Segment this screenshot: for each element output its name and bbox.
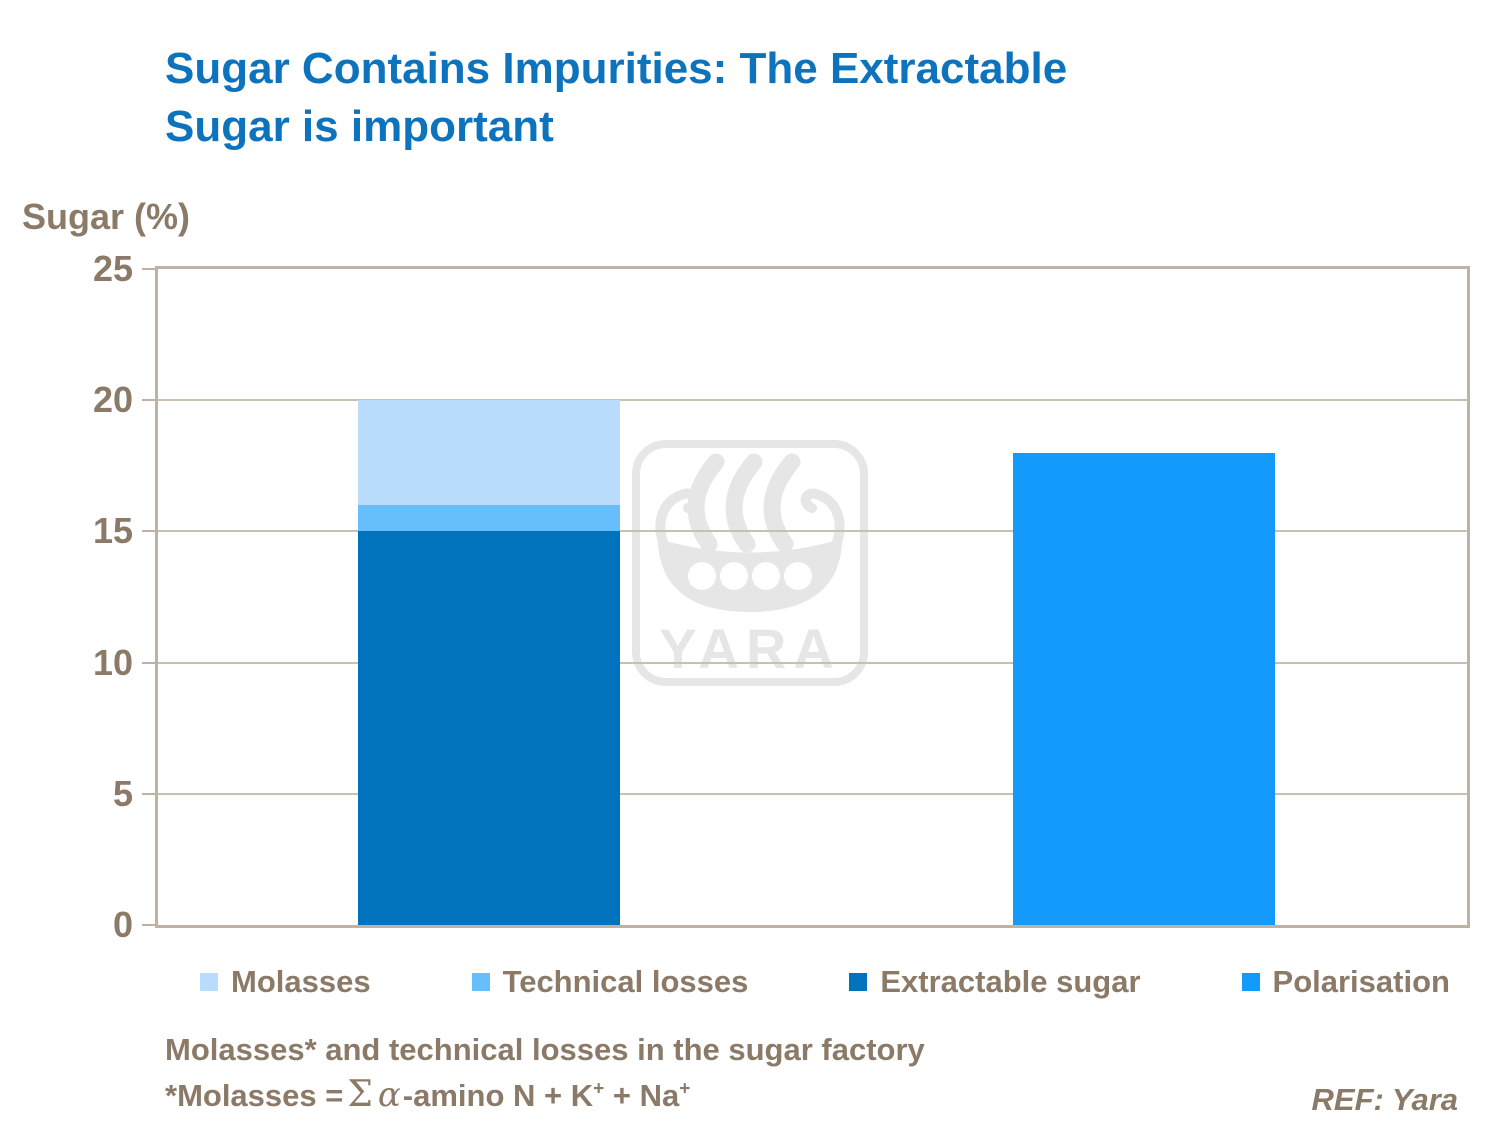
legend-swatch-polarisation-icon — [1241, 973, 1260, 991]
y-tick-20 — [142, 399, 155, 402]
legend-label-molasses: Molasses — [231, 964, 371, 999]
legend-label-polarisation: Polarisation — [1272, 964, 1450, 999]
gridline-5 — [158, 792, 1467, 795]
bar-segment-molasses — [358, 400, 621, 506]
viking-ship-icon: YARA — [632, 440, 868, 686]
y-tick-15 — [142, 530, 155, 533]
y-tick-label-0: 0 — [112, 904, 133, 945]
page-title-line1: Sugar Contains Impurities: The Extractab… — [165, 44, 1068, 93]
legend-swatch-extractable-sugar-icon — [849, 973, 868, 991]
y-tick-label-25: 25 — [92, 248, 133, 289]
yara-watermark-text: YARA — [659, 617, 841, 680]
formula-body2: + Na — [604, 1078, 680, 1113]
page-title: Sugar Contains Impurities: The Extractab… — [165, 40, 1325, 156]
footnote-line1: Molasses* and technical losses in the su… — [165, 1032, 925, 1067]
formula-superscript-k: + — [593, 1078, 605, 1100]
legend-swatch-molasses-icon — [200, 973, 218, 991]
y-tick-10 — [142, 661, 155, 664]
y-axis-labels: 0 5 10 15 20 25 — [0, 248, 133, 945]
page-title-line2: Sugar is important — [165, 102, 554, 152]
y-tick-label-10: 10 — [92, 641, 133, 683]
legend-label-technical-losses: Technical losses — [502, 964, 749, 999]
sigma-symbol: Σ — [347, 1074, 373, 1115]
legend-item-extractable-sugar: Extractable sugar — [849, 964, 1141, 1000]
legend-item-technical-losses: Technical losses — [471, 964, 749, 1000]
y-axis-title: Sugar (%) — [22, 196, 191, 237]
legend-item-molasses: Molasses — [200, 964, 371, 1000]
yara-logo-watermark: YARA — [630, 438, 870, 688]
gridline-15 — [158, 530, 1467, 533]
y-tick-0 — [142, 924, 155, 926]
plot-area: YARA — [142, 266, 1470, 928]
legend: Molasses Technical losses Extractable su… — [200, 960, 1450, 1004]
formula-superscript-na: + — [679, 1078, 691, 1100]
bar-segment-extractable — [358, 531, 621, 925]
gridline-20 — [158, 399, 1467, 402]
y-tick-25 — [142, 268, 155, 270]
y-tick-label-15: 15 — [92, 510, 133, 552]
alpha-symbol: α — [377, 1075, 401, 1115]
formula-body: -amino N + K — [402, 1078, 594, 1113]
legend-swatch-technical-losses-icon — [471, 973, 490, 991]
y-tick-label-20: 20 — [92, 379, 133, 421]
legend-label-extractable-sugar: Extractable sugar — [880, 964, 1141, 999]
reference-label: REF: Yara — [1311, 1082, 1458, 1117]
legend-item-polarisation: Polarisation — [1241, 964, 1450, 1000]
bar-segment-polarisation — [1012, 452, 1275, 925]
bar-segment-technical — [358, 505, 621, 532]
gridline-10 — [158, 661, 1467, 664]
y-tick-5 — [142, 792, 155, 795]
formula-prefix: *Molasses = — [165, 1078, 344, 1113]
y-tick-label-5: 5 — [112, 772, 133, 814]
